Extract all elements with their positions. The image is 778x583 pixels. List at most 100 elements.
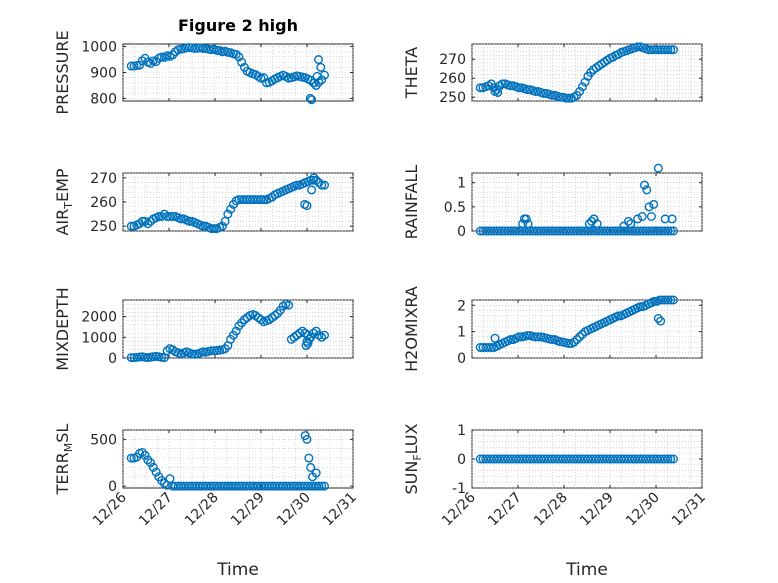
data-point	[613, 311, 623, 321]
x-tick-label: 12/28	[531, 490, 571, 530]
data-point	[237, 57, 247, 67]
x-tick-label: 12/29	[577, 490, 617, 530]
y-tick-label: 250	[439, 90, 466, 106]
y-tick-label: 1000	[81, 40, 117, 56]
y-tick-label: 260	[439, 71, 466, 87]
data-point	[206, 224, 216, 234]
y-tick-label: 250	[90, 219, 117, 235]
data-point	[564, 339, 574, 349]
data-point	[633, 214, 643, 224]
data-point	[575, 332, 585, 342]
data-point	[135, 352, 145, 362]
data-point	[212, 45, 222, 55]
data-point	[306, 462, 316, 472]
y-tick-label: 900	[90, 66, 117, 82]
data-point	[663, 295, 673, 305]
data-point	[168, 211, 178, 221]
data-point	[523, 219, 533, 229]
data-point	[564, 93, 574, 103]
y-tick-label: 0	[457, 224, 466, 240]
data-point	[666, 226, 676, 236]
data-point	[319, 180, 329, 190]
data-point	[623, 216, 633, 226]
data-point	[667, 214, 677, 224]
data-point	[309, 173, 319, 183]
data-point	[644, 202, 654, 212]
data-point	[633, 42, 643, 52]
data-point	[493, 87, 503, 97]
y-tick-label: 1	[457, 325, 466, 341]
data-point	[587, 216, 597, 226]
y-tick-label: 2000	[81, 310, 117, 326]
y-tick-label: 270	[439, 52, 466, 68]
data-point	[302, 434, 312, 444]
data-point	[569, 337, 579, 347]
ylabel-2: AIRTEMP	[53, 168, 75, 235]
data-point	[666, 295, 676, 305]
data-point	[317, 481, 327, 491]
data-point	[626, 219, 636, 229]
data-point	[506, 81, 516, 91]
data-point	[649, 199, 659, 209]
ylabel-1: THETA	[402, 47, 421, 99]
data-point	[547, 90, 557, 100]
data-point	[209, 346, 219, 356]
data-point	[530, 332, 540, 342]
data-point	[668, 295, 678, 305]
data-point	[577, 82, 587, 92]
data-point	[146, 458, 156, 468]
data-point	[311, 468, 321, 478]
y-tick-label: 0.5	[444, 200, 466, 216]
data-point	[555, 92, 565, 102]
subplot-3: 0 0.5 1 RAINFALL	[402, 163, 703, 240]
data-point	[514, 83, 524, 93]
data-point	[126, 221, 136, 231]
data-point	[198, 221, 208, 231]
data-point	[231, 49, 241, 59]
data-point	[319, 481, 329, 491]
data-point	[547, 335, 557, 345]
subplot-2: 250 260 270 AIRTEMP	[53, 168, 354, 236]
data-point	[484, 342, 494, 352]
data-point	[319, 330, 329, 340]
y-tick-label: 0	[457, 452, 466, 468]
data-point	[305, 93, 315, 103]
data-point	[176, 214, 186, 224]
data-point	[635, 302, 645, 312]
ylabel-4: MIXDEPTH	[53, 287, 72, 370]
x-tick-label: 12/27	[485, 490, 525, 530]
data-point	[506, 335, 516, 345]
ylabel-7: SUNFLUX	[402, 423, 424, 494]
y-tick-label: 270	[90, 171, 117, 187]
data-point	[307, 185, 317, 195]
data-point	[592, 219, 602, 229]
x-tick-label: 12/28	[182, 490, 222, 530]
y-tick-label: 1	[457, 176, 466, 192]
data-point	[668, 454, 678, 464]
y-tick-label: 0	[108, 351, 117, 367]
data-point	[572, 335, 582, 345]
data-point	[312, 71, 322, 81]
data-point	[317, 180, 327, 190]
data-point	[475, 83, 485, 93]
data-point	[259, 195, 269, 205]
data-point	[522, 331, 532, 341]
data-point	[316, 62, 326, 72]
y-tick-label: 0	[457, 351, 466, 367]
data-point	[140, 216, 150, 226]
data-point	[151, 467, 161, 477]
data-point	[140, 450, 150, 460]
x-tick-label: 12/31	[669, 490, 709, 530]
x-tick-label: 12/26	[90, 489, 130, 529]
data-point	[307, 95, 317, 105]
data-point	[126, 353, 136, 363]
data-point	[666, 45, 676, 55]
x-tick-label: 12/30	[274, 490, 314, 530]
data-point	[533, 332, 543, 342]
data-point	[126, 61, 136, 71]
data-point	[143, 455, 153, 465]
data-point	[663, 454, 673, 464]
data-point	[302, 201, 312, 211]
subplot-0: 800 900 1000 PRESSURE Figure 2 high	[53, 16, 354, 115]
